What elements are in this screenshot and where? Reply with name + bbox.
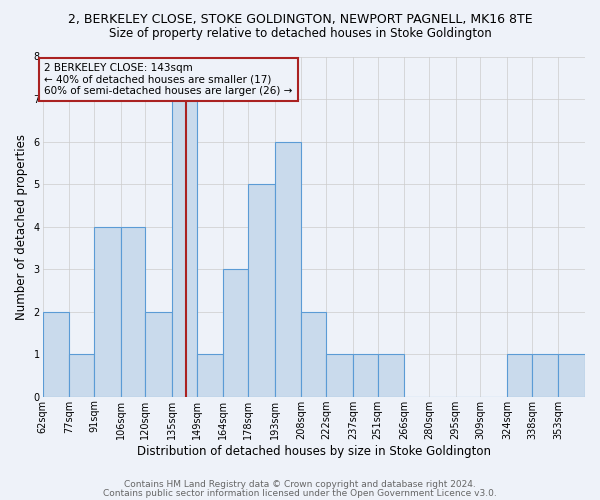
- Text: 2 BERKELEY CLOSE: 143sqm
← 40% of detached houses are smaller (17)
60% of semi-d: 2 BERKELEY CLOSE: 143sqm ← 40% of detach…: [44, 63, 293, 96]
- Bar: [172, 99, 197, 396]
- Text: Size of property relative to detached houses in Stoke Goldington: Size of property relative to detached ho…: [109, 28, 491, 40]
- Bar: [532, 354, 559, 397]
- Bar: [69, 354, 94, 397]
- X-axis label: Distribution of detached houses by size in Stoke Goldington: Distribution of detached houses by size …: [137, 444, 491, 458]
- Text: Contains HM Land Registry data © Crown copyright and database right 2024.: Contains HM Land Registry data © Crown c…: [124, 480, 476, 489]
- Bar: [94, 226, 121, 396]
- Bar: [377, 354, 404, 397]
- Bar: [43, 312, 69, 396]
- Text: 2, BERKELEY CLOSE, STOKE GOLDINGTON, NEWPORT PAGNELL, MK16 8TE: 2, BERKELEY CLOSE, STOKE GOLDINGTON, NEW…: [68, 12, 532, 26]
- Bar: [223, 269, 248, 396]
- Bar: [559, 354, 585, 397]
- Bar: [197, 354, 223, 397]
- Bar: [121, 226, 145, 396]
- Bar: [507, 354, 532, 397]
- Bar: [301, 312, 326, 396]
- Text: Contains public sector information licensed under the Open Government Licence v3: Contains public sector information licen…: [103, 489, 497, 498]
- Bar: [248, 184, 275, 396]
- Bar: [145, 312, 172, 396]
- Y-axis label: Number of detached properties: Number of detached properties: [15, 134, 28, 320]
- Bar: [275, 142, 301, 396]
- Bar: [353, 354, 377, 397]
- Bar: [326, 354, 353, 397]
